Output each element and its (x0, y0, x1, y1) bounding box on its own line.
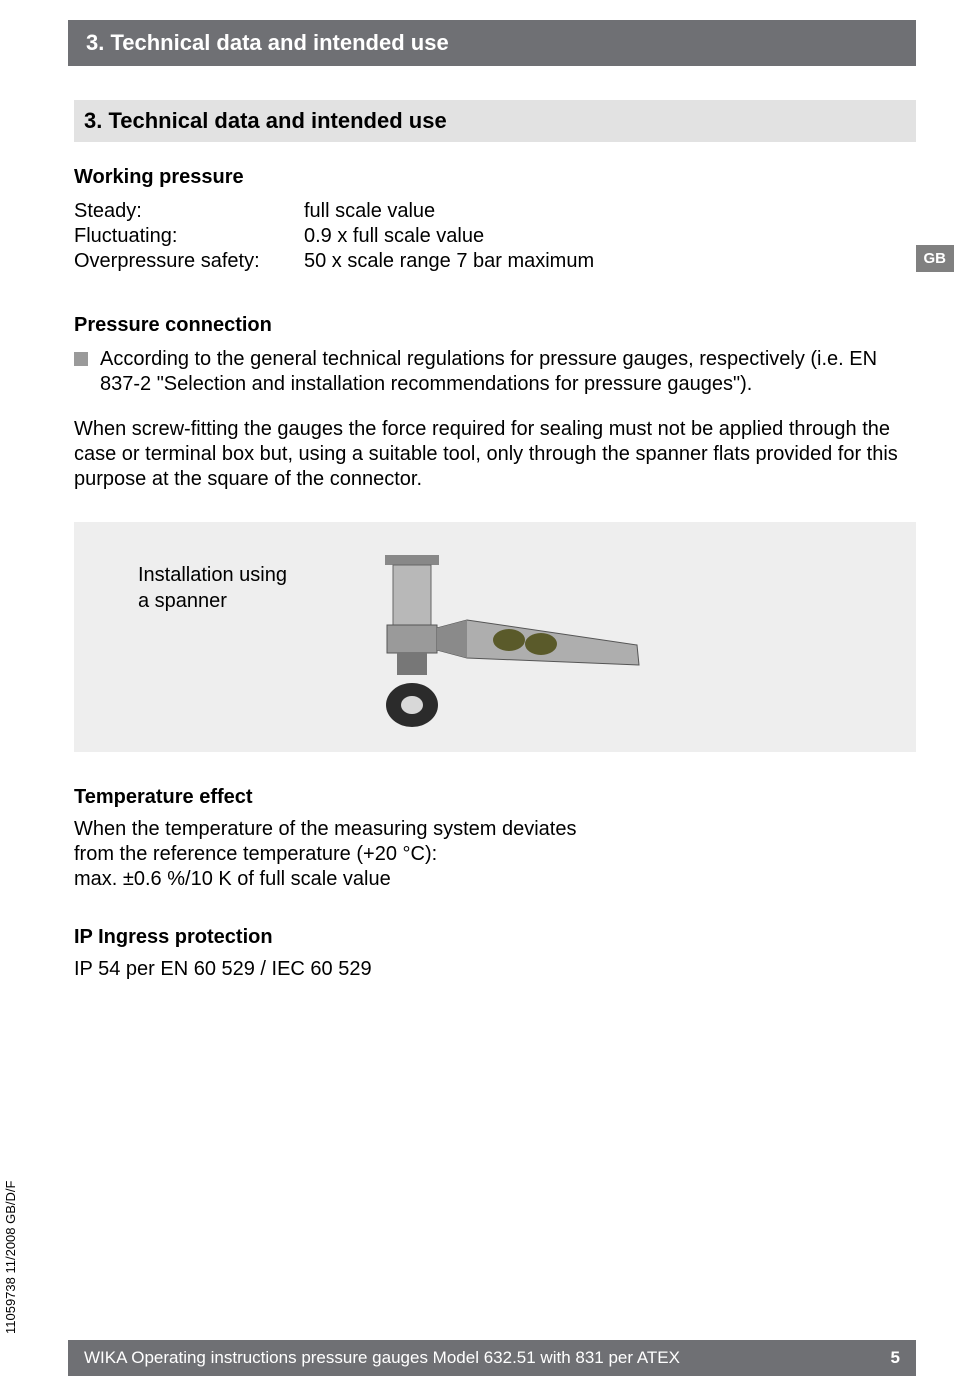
working-pressure-heading: Working pressure (74, 166, 916, 189)
header-bar: 3. Technical data and intended use (68, 20, 916, 66)
bullet-text: According to the general technical regul… (100, 347, 916, 397)
ip-protection-value: IP 54 per EN 60 529 / IEC 60 529 (74, 957, 916, 982)
figure-caption-line2: a spanner (138, 588, 287, 614)
figure-caption-line1: Installation using (138, 562, 287, 588)
pressure-connection-para: When screw-fitting the gauges the force … (74, 417, 916, 492)
spec-row: Overpressure safety: 50 x scale range 7 … (74, 249, 916, 274)
spec-row: Steady: full scale value (74, 199, 916, 224)
spanner-gauge-icon (327, 550, 647, 730)
working-pressure-table: Steady: full scale value Fluctuating: 0.… (74, 199, 916, 274)
figure-box: Installation using a spanner (74, 522, 916, 752)
spec-label: Overpressure safety: (74, 249, 304, 274)
language-tab-label: GB (924, 250, 947, 267)
document-number: 11059738 11/2008 GB/D/F (3, 1181, 18, 1334)
ip-protection-heading: IP Ingress protection (74, 926, 916, 949)
bullet-square-icon (74, 352, 88, 366)
spec-value: 50 x scale range 7 bar maximum (304, 249, 916, 274)
language-tab: GB (916, 245, 954, 272)
footer-text: WIKA Operating instructions pressure gau… (84, 1348, 680, 1368)
spec-value: 0.9 x full scale value (304, 224, 916, 249)
spec-label: Steady: (74, 199, 304, 224)
spec-row: Fluctuating: 0.9 x full scale value (74, 224, 916, 249)
spec-label: Fluctuating: (74, 224, 304, 249)
content-area: Working pressure Steady: full scale valu… (68, 166, 916, 982)
temperature-line1: When the temperature of the measuring sy… (74, 817, 916, 842)
section-title: 3. Technical data and intended use (84, 108, 447, 133)
spec-value: full scale value (304, 199, 916, 224)
section-bar: 3. Technical data and intended use (74, 100, 916, 142)
header-title: 3. Technical data and intended use (86, 30, 449, 55)
footer-page: 5 (891, 1348, 900, 1368)
bullet-item: According to the general technical regul… (74, 347, 916, 397)
temperature-line2: from the reference temperature (+20 °C): (74, 842, 916, 867)
pressure-connection-heading: Pressure connection (74, 314, 916, 337)
figure-caption: Installation using a spanner (138, 562, 287, 614)
temperature-effect-body: When the temperature of the measuring sy… (74, 817, 916, 892)
footer-bar: WIKA Operating instructions pressure gau… (68, 1340, 916, 1376)
temperature-effect-heading: Temperature effect (74, 786, 916, 809)
temperature-line3: max. ±0.6 %/10 K of full scale value (74, 867, 916, 892)
